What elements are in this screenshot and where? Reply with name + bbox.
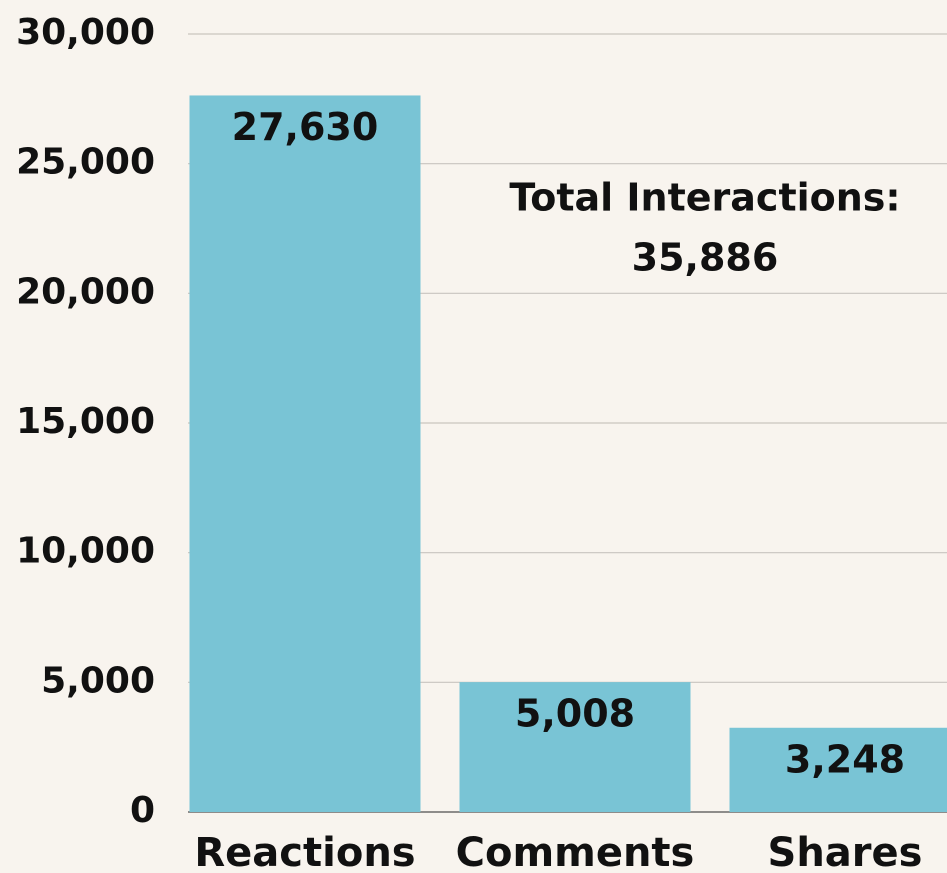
x-tick-label: Comments [456,830,695,873]
y-tick-label: 25,000 [16,142,155,183]
bar [729,727,947,812]
data-label: 3,248 [785,737,905,781]
annotation: Total Interactions: [509,176,900,220]
y-tick-label: 30,000 [16,12,155,53]
bar [459,682,691,812]
x-tick-label: Shares [768,830,923,873]
data-label: 27,630 [232,105,379,149]
bar [189,95,421,813]
y-tick-label: 0 [130,790,155,831]
data-label: 5,008 [515,692,635,736]
x-tick-label: Reactions [194,830,415,873]
y-tick-label: 15,000 [16,401,155,442]
annotation: 35,886 [632,236,779,280]
y-tick-label: 5,000 [41,660,155,701]
y-tick-label: 10,000 [16,531,155,572]
y-tick-label: 20,000 [16,271,155,312]
